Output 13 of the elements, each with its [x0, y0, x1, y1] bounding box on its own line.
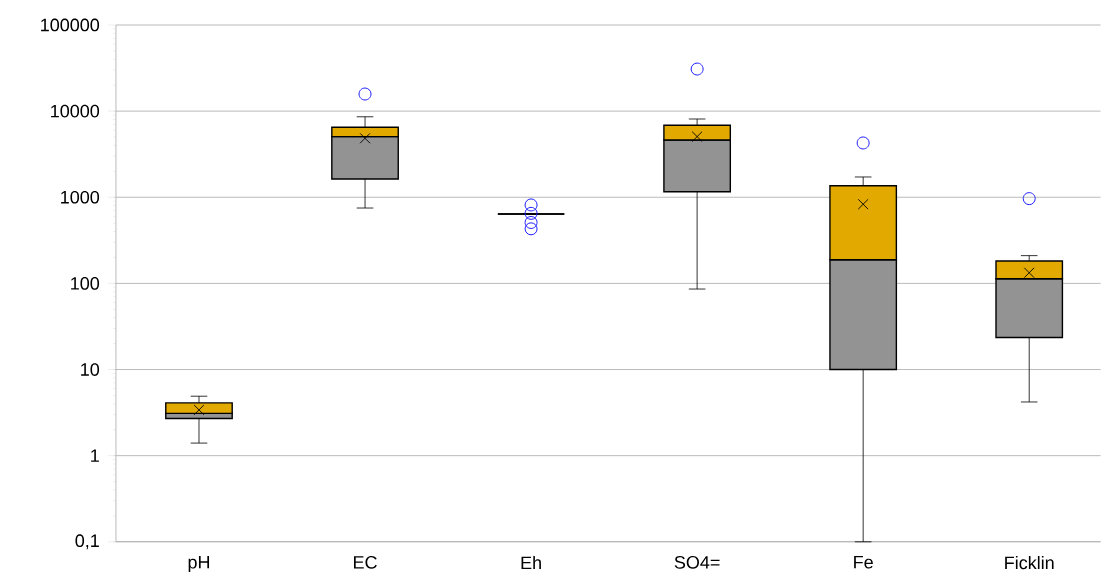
y-tick-label: 10000 [51, 104, 100, 118]
x-tick-label: Eh [521, 556, 541, 570]
y-tick-label: 0,1 [75, 534, 99, 550]
x-tick-label: Fe [854, 556, 873, 569]
y-tick-label: 100000 [41, 18, 100, 32]
x-tick-label: SO4= [674, 556, 720, 569]
y-tick-label: 100 [71, 277, 100, 290]
y-tick-label: 1 [91, 449, 99, 462]
y-tick-label: 1000 [61, 190, 100, 204]
x-tick-label: pH [188, 556, 210, 573]
y-tick-label: 10 [81, 363, 100, 377]
x-tick-label: Ficklin [1005, 556, 1054, 570]
x-tick-label: EC [354, 556, 377, 569]
